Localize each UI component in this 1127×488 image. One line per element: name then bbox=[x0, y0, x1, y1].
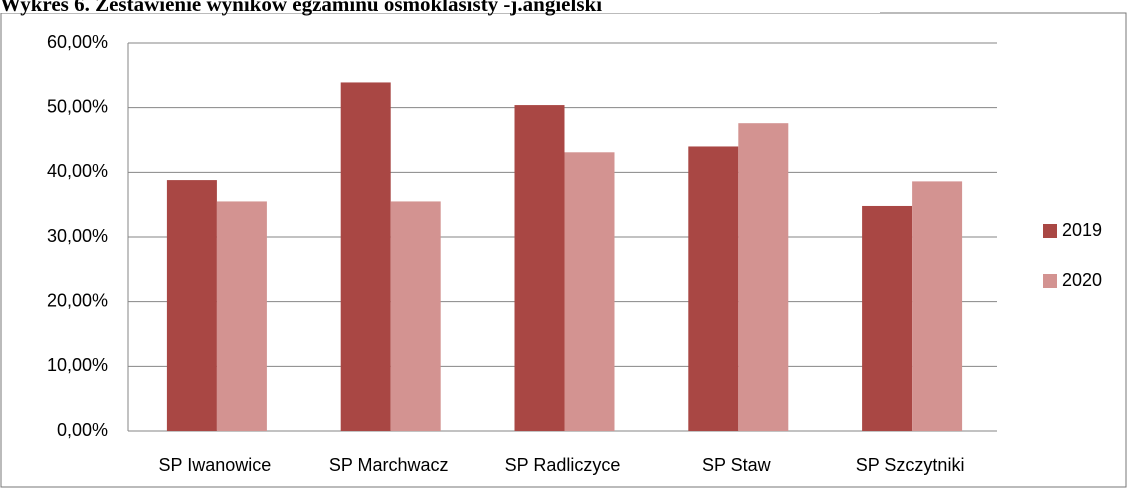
bar bbox=[862, 205, 913, 431]
y-tick-label: 60,00% bbox=[47, 32, 108, 52]
y-tick-label: 40,00% bbox=[47, 161, 108, 181]
bar bbox=[912, 181, 963, 431]
legend-swatch bbox=[1043, 224, 1057, 238]
title-background bbox=[0, 0, 880, 13]
y-tick-label: 0,00% bbox=[57, 420, 108, 440]
y-tick-label: 30,00% bbox=[47, 226, 108, 246]
legend-label: 2019 bbox=[1062, 220, 1102, 240]
bar bbox=[688, 146, 739, 431]
bar bbox=[216, 201, 267, 431]
legend-label: 2020 bbox=[1062, 270, 1102, 290]
x-tick-label: SP Marchwacz bbox=[329, 455, 449, 475]
x-tick-label: SP Staw bbox=[702, 455, 772, 475]
y-tick-label: 20,00% bbox=[47, 290, 108, 310]
bar bbox=[166, 180, 217, 431]
y-tick-label: 50,00% bbox=[47, 96, 108, 116]
bar bbox=[738, 123, 789, 431]
chart-title: Wykres 6. Zestawienie wyników egzaminu ó… bbox=[0, 0, 602, 16]
legend-swatch bbox=[1043, 274, 1057, 288]
bar bbox=[340, 82, 391, 432]
x-tick-label: SP Radliczyce bbox=[505, 455, 621, 475]
bar bbox=[564, 152, 615, 431]
x-tick-label: SP Iwanowice bbox=[159, 455, 272, 475]
x-tick-label: SP Szczytniki bbox=[856, 455, 965, 475]
bar bbox=[390, 201, 441, 431]
bar bbox=[514, 105, 565, 431]
y-tick-label: 10,00% bbox=[47, 355, 108, 375]
